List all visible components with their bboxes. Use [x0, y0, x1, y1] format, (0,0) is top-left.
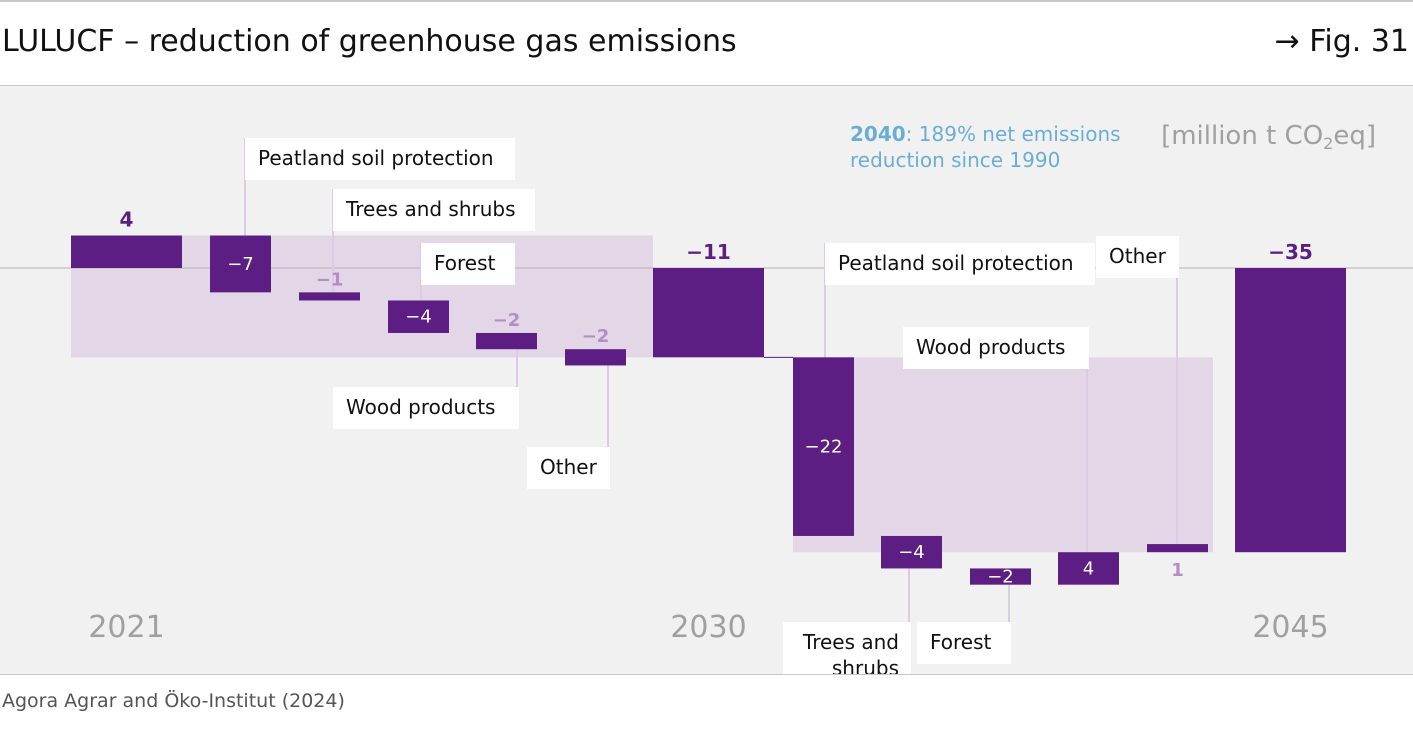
value-label: 4 [1083, 558, 1094, 579]
callout-label: Wood products [916, 335, 1065, 359]
callout-label: Forest [434, 251, 496, 275]
value-labels: 4 −7 −1 −4 −2 −2 −11 −22 −4 −2 4 1 −35 [120, 208, 1313, 588]
figure-title: LULUCF – reduction of greenhouse gas emi… [2, 24, 737, 59]
callout-box [825, 243, 1095, 285]
callout-box [1096, 236, 1179, 278]
bar-change-8 [881, 535, 942, 569]
unit-label-part: 2 [1323, 134, 1333, 153]
band-2030-2045 [793, 357, 1213, 553]
annotation-line-1: 2040: 189% net emissions [850, 122, 1121, 146]
callout-box [333, 387, 519, 429]
figure-reference[interactable]: → Fig. 31 [1274, 24, 1409, 59]
callout-box [527, 447, 610, 489]
value-label: −22 [805, 437, 843, 458]
callout-box [917, 622, 1011, 664]
bar-total-12 [1235, 268, 1346, 553]
bar-change-2 [299, 292, 360, 301]
callout-label: Trees and [802, 630, 899, 654]
top-rule [0, 0, 1413, 2]
period-label: 2021 [88, 610, 164, 645]
value-label: −2 [582, 326, 610, 347]
callout-label: Peatland soil protection [258, 146, 494, 170]
bar-change-11 [1147, 544, 1208, 553]
bar-change-3 [388, 300, 449, 333]
value-label: −1 [316, 269, 344, 290]
source-note: Agora Agrar and Öko-Institut (2024) [2, 690, 345, 712]
category-callouts: Peatland soil protection Trees and shrubs… [244, 138, 1179, 690]
period-labels: 2021 2030 2045 [88, 610, 1328, 645]
period-label: 2045 [1252, 610, 1328, 645]
bar-change-10 [1058, 552, 1119, 585]
value-label: −35 [1268, 240, 1313, 264]
period-label: 2030 [670, 610, 746, 645]
annotation-line-2: reduction since 1990 [850, 148, 1060, 172]
waterfall-chart: Peatland soil protection Trees and shrubs… [0, 121, 1413, 690]
bar-change-1 [210, 235, 271, 293]
callout-label: Forest [930, 630, 992, 654]
bars [71, 235, 1346, 585]
annotation-year: 2040 [850, 122, 906, 146]
callout-label: Other [540, 455, 598, 479]
value-label: −11 [686, 240, 731, 264]
chart-area: Peatland soil protection Trees and shrubs… [0, 85, 1413, 690]
bar-total-6 [653, 268, 764, 358]
unit-label-part: [million t CO [1161, 121, 1323, 151]
bar-change-9 [970, 568, 1031, 585]
callout-box [333, 189, 535, 231]
value-label: 1 [1171, 560, 1184, 581]
bar-change-4 [476, 332, 537, 350]
unit-label: [million t CO2eq] [1161, 121, 1376, 153]
value-label: −7 [227, 254, 254, 275]
callout-label: Other [1109, 244, 1167, 268]
value-label: −4 [898, 542, 925, 563]
annotation-text: : 189% net emissions [906, 122, 1121, 146]
value-label: −2 [987, 567, 1014, 588]
value-label: −2 [493, 310, 521, 331]
bar-change-5 [565, 349, 626, 366]
callout-box [421, 243, 515, 285]
callout-label: Wood products [346, 395, 495, 419]
callout-box [245, 138, 515, 180]
callout-label: shrubs [832, 656, 899, 674]
change-bands [71, 235, 1213, 553]
unit-label-part: eq] [1333, 121, 1376, 151]
bar-change-7 [793, 357, 854, 536]
callout-box [903, 327, 1089, 369]
value-label: −4 [405, 307, 432, 328]
callout-label: Trees and shrubs [345, 197, 516, 221]
value-label: 4 [120, 208, 134, 232]
bar-total-0 [71, 235, 182, 268]
callout-label: Peatland soil protection [838, 251, 1074, 275]
